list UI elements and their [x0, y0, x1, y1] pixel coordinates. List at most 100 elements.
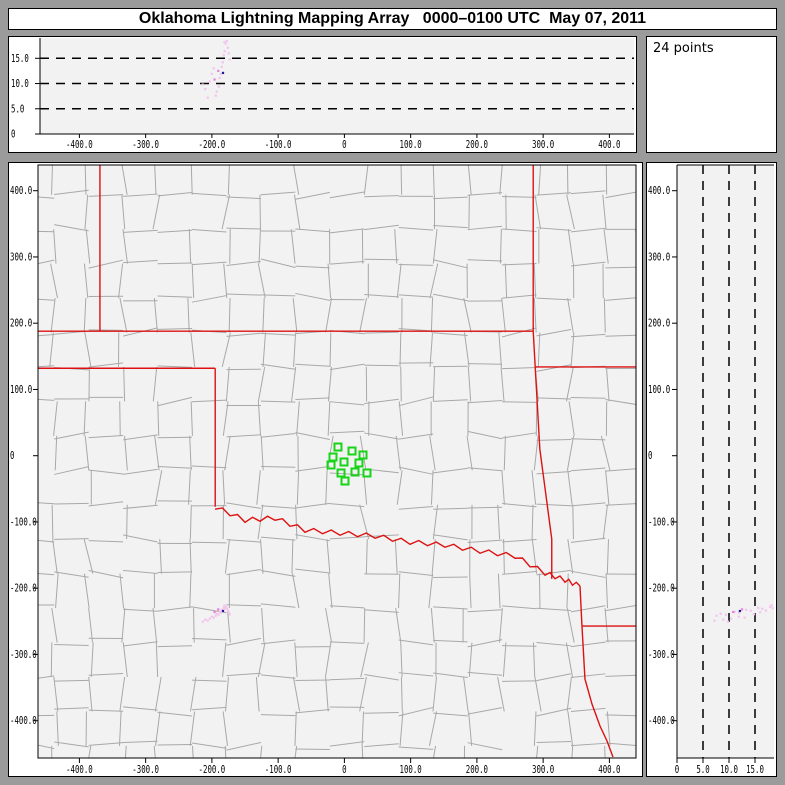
ns-altitude-plot[interactable]: 400.0 300.0 200.0 100.0 0 -100.0 -200.0 -300.0 -… [647, 163, 774, 774]
lightning-point [221, 71, 225, 75]
county-line [329, 260, 365, 265]
ew-tick-label: 300.0 [532, 763, 554, 774]
county-line [260, 570, 296, 577]
county-line [433, 224, 468, 229]
county-line [123, 259, 158, 264]
county-line [324, 642, 332, 678]
lma-station-marker [358, 450, 368, 460]
county-line [295, 265, 330, 269]
county-line [570, 467, 606, 472]
county-line [432, 366, 436, 402]
county-line [329, 677, 365, 681]
county-line [54, 435, 58, 471]
county-line [637, 608, 640, 642]
ew-altitude-plot[interactable]: 15.0 10.0 5.0 0 -400.0 -300.0 -200.0 -100.0 0 100… [9, 37, 634, 150]
county-line [295, 363, 330, 367]
county-line [534, 194, 542, 230]
county-line [257, 401, 262, 436]
county-line [467, 539, 503, 544]
lightning-point [722, 618, 725, 621]
county-line [188, 229, 192, 264]
county-line [467, 400, 503, 404]
lma-station-marker [362, 468, 372, 478]
ew-tick-label: -100.0 [265, 763, 292, 774]
county-line [498, 332, 502, 367]
county-line [122, 642, 128, 678]
county-line [430, 298, 434, 333]
lightning-point [206, 96, 209, 99]
county-line [430, 470, 434, 505]
county-line [118, 263, 124, 299]
plan-view-panel[interactable]: 400.0 300.0 200.0 100.0 0 -100.0 -200.0 -300.0 -… [8, 162, 643, 777]
county-line [433, 467, 468, 474]
county-line [433, 293, 468, 302]
county-line [328, 573, 333, 609]
county-line [294, 711, 297, 746]
county-line [359, 297, 368, 333]
ns-tick-label: 300.0 [648, 250, 670, 263]
county-line [533, 263, 537, 299]
ns-altitude-panel[interactable]: 400.0 300.0 200.0 100.0 0 -100.0 -200.0 -300.0 -… [646, 162, 777, 777]
county-line [326, 539, 331, 574]
county-line [497, 676, 505, 712]
state-border-line [581, 625, 614, 758]
county-line [123, 434, 158, 441]
state-border-line [579, 585, 583, 627]
county-line [88, 540, 124, 543]
county-line [227, 165, 230, 195]
county-line [536, 673, 572, 682]
ew-tick-label: -300.0 [132, 763, 159, 774]
lightning-point [713, 619, 716, 622]
county-line [260, 714, 296, 717]
county-line [606, 539, 609, 574]
county-line [293, 165, 300, 195]
county-line [570, 502, 606, 507]
ew-tick-label: 300.0 [532, 138, 554, 150]
county-line [294, 745, 298, 758]
county-line [567, 297, 574, 333]
county-line [430, 608, 435, 643]
points-count-label: 24 points [653, 41, 714, 56]
county-line [226, 604, 261, 607]
lightning-point [212, 67, 215, 70]
lightning-point [217, 613, 220, 616]
county-line [260, 191, 296, 196]
county-line [467, 506, 503, 509]
county-line [83, 298, 87, 333]
ns-tick-label: -300.0 [10, 648, 37, 661]
county-line [533, 435, 539, 471]
county-line [17, 195, 20, 229]
county-line [191, 263, 195, 299]
county-line [121, 608, 126, 643]
county-line [567, 539, 574, 574]
county-line [260, 363, 296, 370]
lightning-point [225, 40, 228, 43]
county-line [502, 263, 537, 266]
county-line [50, 263, 59, 299]
lightning-point [214, 94, 217, 97]
lightning-point [757, 606, 760, 609]
county-line [124, 745, 127, 758]
ns-tick-label: -200.0 [648, 582, 675, 595]
county-line [192, 399, 227, 403]
county-line [570, 641, 606, 648]
plan-view-plot[interactable]: 400.0 300.0 200.0 100.0 0 -100.0 -200.0 -300.0 -… [9, 163, 640, 774]
county-line [398, 433, 434, 440]
county-line [605, 334, 636, 337]
county-line [38, 259, 55, 265]
county-line [157, 262, 193, 265]
county-line [501, 470, 505, 505]
county-line [499, 165, 503, 195]
county-line [605, 297, 636, 301]
county-line [329, 741, 365, 747]
state-borders [38, 165, 636, 758]
county-line [53, 401, 58, 436]
county-line [396, 470, 403, 505]
county-line [638, 539, 639, 573]
county-line [260, 674, 296, 679]
county-line [260, 435, 264, 471]
county-line [158, 163, 192, 164]
county-line [122, 229, 128, 264]
ew-altitude-panel[interactable]: 15.0 10.0 5.0 0 -400.0 -300.0 -200.0 -100.0 0 100… [8, 36, 637, 153]
county-line [84, 332, 92, 368]
